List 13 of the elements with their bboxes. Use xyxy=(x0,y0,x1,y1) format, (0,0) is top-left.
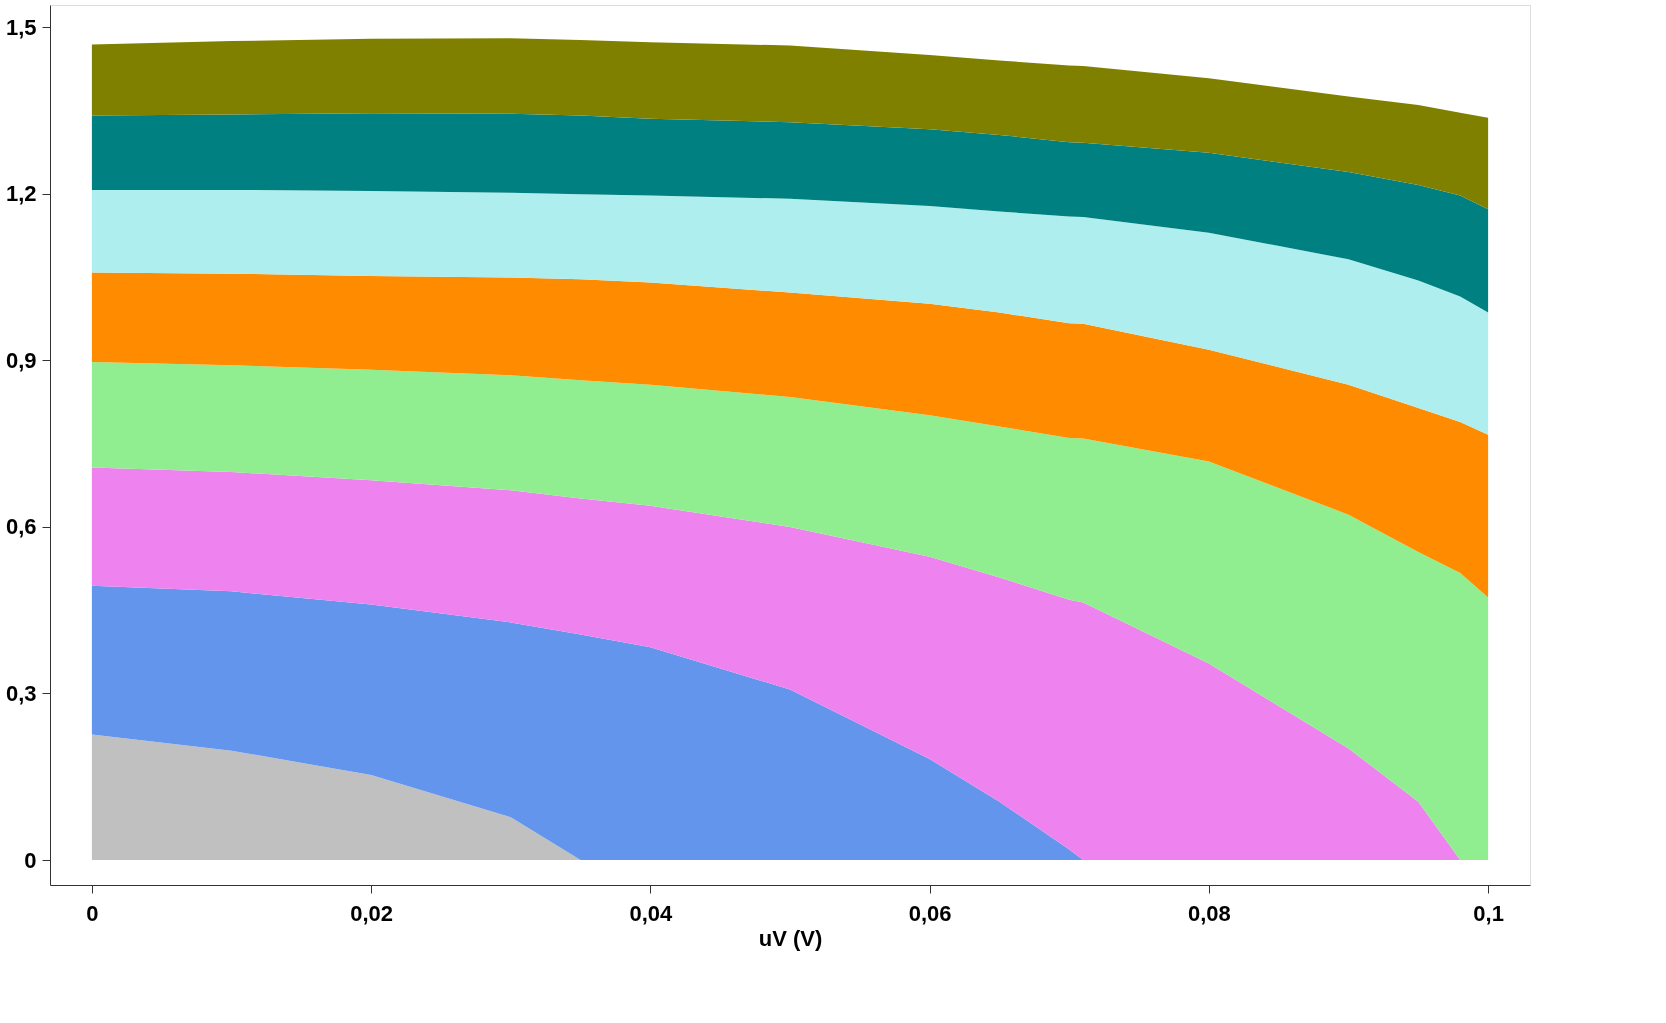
x-tick-label: 0,04 xyxy=(629,900,674,926)
x-tick-label: 0,1 xyxy=(1473,900,1504,926)
x-tick-label: 0,08 xyxy=(1187,900,1231,926)
x-axis-title: uV (V) xyxy=(758,925,823,951)
x-tick-label: 0,02 xyxy=(350,900,394,926)
y-tick-label: 0 xyxy=(24,847,37,873)
y-tick-label: 0,6 xyxy=(5,514,37,540)
y-tick-label: 0,3 xyxy=(5,680,37,706)
y-tick-label: 1,5 xyxy=(5,14,37,40)
y-tick-label: 0,9 xyxy=(5,347,37,373)
y-tick-label: 1,2 xyxy=(5,181,37,207)
x-tick-label: 0 xyxy=(86,900,99,926)
x-tick-label: 0,06 xyxy=(908,900,952,926)
